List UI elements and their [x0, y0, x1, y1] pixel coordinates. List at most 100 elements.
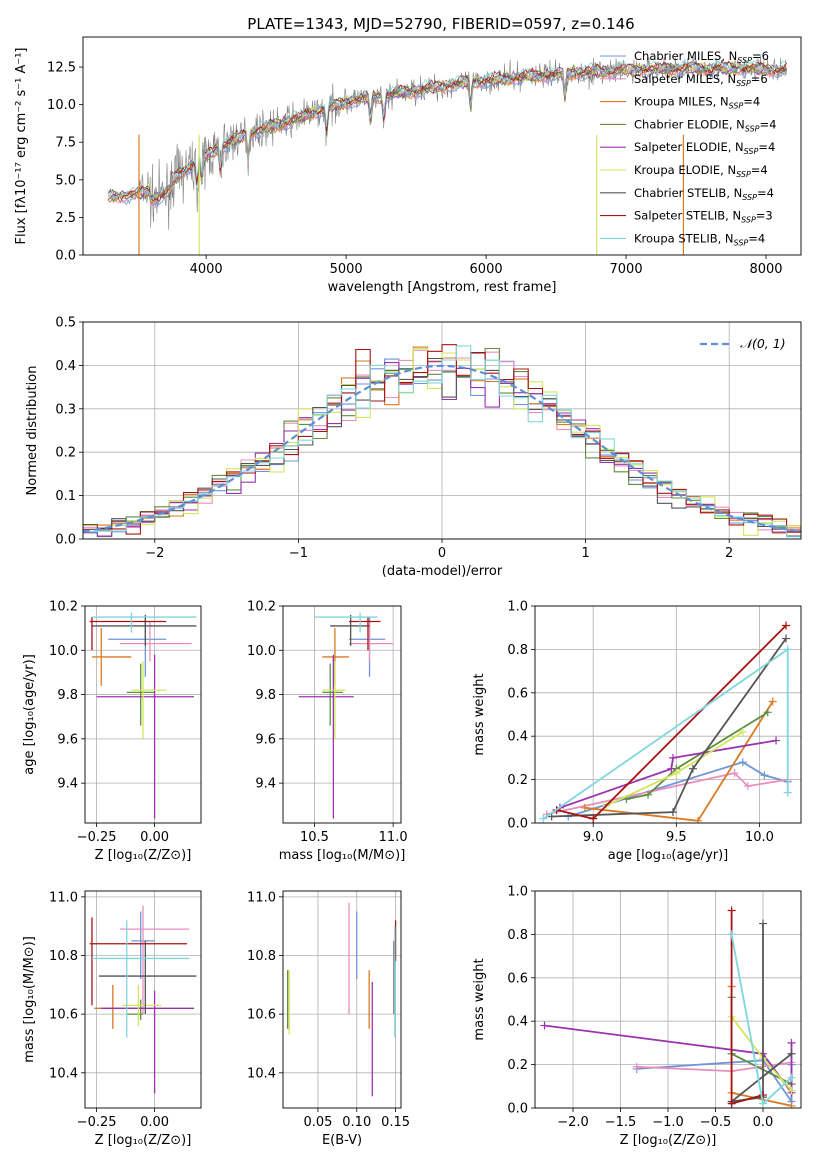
y-tick-label: 0.4	[507, 1015, 528, 1030]
normal-curve	[83, 364, 801, 533]
axes-frame	[82, 321, 802, 540]
panel-residuals: −2 −1 0 1 2 0.0 0.1 0.2 0.3 0.4 0.5 (data-model)/er…	[25, 316, 802, 579]
weight-line-kroupa_stelib	[542, 647, 789, 820]
weight-marker-salpeter_stelib	[759, 1090, 767, 1099]
errorbar-kroupa_stelib	[91, 612, 197, 633]
weight-marker-salpeter_miles	[743, 782, 752, 791]
weight-marker-salpeter_elodie	[540, 1021, 549, 1030]
weight-line-salpeter_miles	[546, 772, 788, 816]
panel-weight_vs_Z: −2.0 −1.5 −1.0 −0.5 0.0 0.0 0.2 0.4 0.6 0.8 1.0 Z […	[472, 885, 802, 1148]
residual-legend: 𝒩(0, 1)	[700, 336, 786, 351]
figure-title: PLATE=1343, MJD=52790, FIBERID=0597, z=0…	[247, 15, 634, 33]
axes-frame	[282, 890, 402, 1109]
histogram-salpeter_stelib	[83, 344, 801, 535]
panel-spectrum: 4000 5000 6000 7000 8000 0.0 2.5 5.0 7.5 10.0 12.5…	[14, 36, 802, 295]
x-tick-label: 11.0	[379, 830, 408, 845]
errorbar-chabrier_elodie	[126, 999, 143, 1021]
y-axis-label: mass [log₁₀(M/M⊙)]	[22, 936, 37, 1063]
x-tick-label: −1.0	[652, 1115, 684, 1130]
y-tick-label: 0.6	[507, 971, 528, 986]
panel-weight_vs_age: 9.0 9.5 10.0 0.0 0.2 0.4 0.6 0.8 1.0 age [log₁₀(a…	[472, 600, 802, 863]
x-tick-label: 9.0	[583, 830, 604, 845]
weight-marker-kroupa_elodie	[787, 1086, 796, 1095]
legend-label-kroupa_stelib: Kroupa STELIB, NSSP=4	[634, 231, 765, 247]
y-axis-label: mass weight	[472, 673, 487, 755]
y-tick-label: 0.8	[507, 643, 528, 658]
errorbar-kroupa_stelib	[91, 920, 190, 1038]
y-tick-label: 9.6	[57, 732, 78, 747]
y-tick-label: 9.6	[255, 732, 276, 747]
weight-marker-kroupa_miles	[693, 816, 702, 823]
errorbar-salpeter_miles	[119, 905, 190, 1015]
weight-marker-kroupa_stelib	[787, 1073, 796, 1082]
panel-age_vs_mass: 10.5 11.0 9.4 9.6 9.8 10.0 10.2 mass [log₁₀(M/M…	[247, 600, 408, 864]
y-axis-label: mass weight	[472, 958, 487, 1040]
x-tick-label: 0.15	[381, 1115, 410, 1130]
plot-area	[539, 621, 792, 823]
x-tick-label: 2	[725, 546, 733, 561]
weight-marker-chabrier_miles	[738, 758, 747, 767]
errorbar-chabrier_elodie	[126, 663, 155, 726]
x-tick-label: 0.05	[303, 1115, 332, 1130]
axes-frame	[84, 605, 202, 824]
weight-marker-kroupa_stelib	[539, 814, 548, 823]
y-tick-label: 10.0	[247, 644, 276, 659]
weight-marker-salpeter_elodie	[668, 753, 677, 762]
gridlines	[535, 605, 801, 824]
plot-area	[83, 344, 801, 538]
x-axis-label: age [log₁₀(age/yr)]	[608, 848, 729, 863]
panel-mass_vs_Z: −0.25 0.00 10.4 10.6 10.8 11.0 Z [log₁₀(Z/Z⊙)]…	[22, 890, 202, 1148]
plot-area	[89, 612, 197, 819]
y-tick-label: 0.2	[507, 1058, 528, 1073]
errorbar-chabrier_stelib	[98, 940, 197, 1015]
x-axis-label: mass [log₁₀(M/M⊙)]	[279, 848, 406, 863]
x-tick-label: 0.10	[342, 1115, 371, 1130]
x-tick-label: 0.00	[140, 1115, 169, 1130]
y-tick-label: 0.4	[507, 730, 528, 745]
weight-marker-kroupa_stelib	[727, 930, 736, 939]
weight-marker-kroupa_stelib	[783, 788, 792, 797]
plot-area	[89, 905, 197, 1094]
errorbar-salpeter_elodie	[96, 654, 195, 819]
y-tick-label: 0.2	[55, 446, 76, 461]
errorbar-salpeter_elodie	[298, 654, 354, 819]
legend-label-salpeter_elodie: Salpeter ELODIE, NSSP=4	[634, 140, 775, 156]
weight-line-chabrier_elodie	[626, 711, 769, 800]
axes-frame	[282, 605, 402, 824]
legend-label-chabrier_miles: Chabrier MILES, NSSP=6	[634, 49, 769, 65]
y-axis-label: age [log₁₀(age/yr)]	[22, 654, 37, 775]
y-tick-label: 7.5	[55, 136, 76, 151]
y-axis-label: Normed distribution	[25, 366, 40, 496]
weight-marker-salpeter_elodie	[787, 1038, 796, 1047]
errorbar-chabrier_stelib	[91, 614, 197, 646]
y-tick-label: 9.8	[57, 688, 78, 703]
errorbar-kroupa_elodie	[131, 661, 167, 739]
axes-frame	[534, 605, 802, 824]
weight-marker-salpeter_stelib	[782, 621, 791, 630]
x-tick-label: 7000	[610, 262, 643, 277]
weight-marker-kroupa_miles	[768, 697, 777, 706]
y-tick-label: 10.8	[49, 949, 78, 964]
axes-frame	[84, 890, 202, 1109]
y-tick-label: 0.0	[55, 533, 76, 548]
x-tick-label: 8000	[749, 262, 782, 277]
errorbar-salpeter_miles	[119, 621, 192, 662]
legend-label-chabrier_elodie: Chabrier ELODIE, NSSP=4	[634, 117, 776, 133]
y-tick-label: 11.0	[247, 890, 276, 905]
weight-line-chabrier_miles	[567, 761, 788, 818]
x-tick-label: −1	[289, 546, 308, 561]
errorbar-chabrier_stelib	[330, 614, 370, 646]
y-tick-label: 10.8	[247, 949, 276, 964]
y-axis-label: Flux [fλ10⁻¹⁷ erg cm⁻² s⁻¹ A⁻¹]	[14, 48, 29, 245]
y-tick-label: 9.8	[255, 688, 276, 703]
weight-marker-chabrier_stelib	[787, 1049, 796, 1058]
x-tick-label: 0	[438, 546, 446, 561]
weight-marker-chabrier_stelib	[668, 808, 677, 817]
x-axis-label: wavelength [Angstrom, rest frame]	[328, 280, 557, 295]
panel-age_vs_Z: −0.25 0.00 9.4 9.6 9.8 10.0 10.2 Z [log₁₀(Z/Z⊙)…	[22, 600, 202, 863]
errorbar-salpeter_stelib	[349, 617, 381, 651]
y-tick-label: 9.4	[57, 777, 78, 792]
y-tick-label: 10.4	[247, 1066, 276, 1081]
y-tick-label: 0.2	[507, 773, 528, 788]
